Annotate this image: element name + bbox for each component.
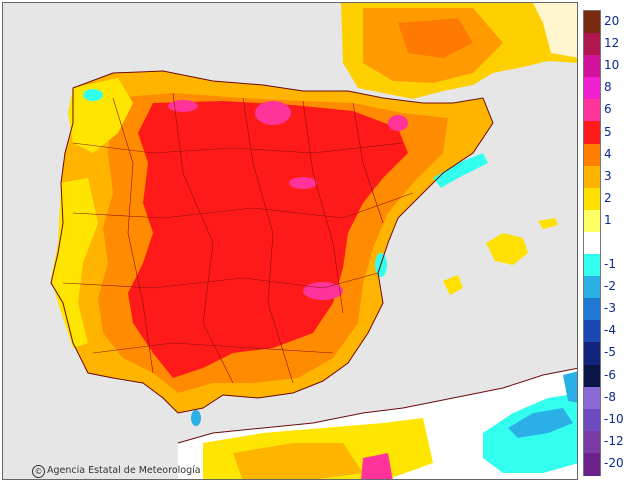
legend-label: 12 [604, 36, 620, 51]
legend-swatch [584, 298, 600, 322]
hotspot [303, 282, 343, 300]
ibiza [443, 275, 463, 295]
iberia-hot-zone [128, 101, 408, 378]
legend-label: -8 [604, 389, 616, 404]
legend-label: 5 [604, 124, 612, 139]
legend-label: 4 [604, 146, 612, 161]
africa-coastline [177, 367, 577, 444]
legend-swatch [584, 231, 600, 255]
legend-swatch [584, 254, 600, 278]
legend-label: -4 [604, 323, 616, 338]
legend-swatch [584, 11, 600, 34]
africa-warm-zone [233, 443, 363, 479]
legend-swatch [584, 452, 600, 476]
legend-swatch [584, 99, 600, 123]
legend-label: -5 [604, 345, 616, 360]
legend-label: -3 [604, 301, 616, 316]
cold-spot [83, 89, 103, 101]
cold-spot [191, 410, 201, 426]
hotspot [168, 100, 198, 112]
mallorca [486, 233, 528, 265]
legend-swatch [584, 320, 600, 344]
africa-cold-spot [563, 371, 577, 403]
hotspot [255, 101, 291, 125]
alps-pale [533, 3, 577, 58]
legend-swatch [584, 55, 600, 79]
legend-swatch [584, 386, 600, 410]
legend-label: 2 [604, 190, 612, 205]
legend-label: 8 [604, 80, 612, 95]
legend-swatch [584, 33, 600, 57]
legend-label: -2 [604, 279, 616, 294]
province-boundaries [62, 92, 414, 384]
legend-label: 20 [604, 14, 620, 29]
legend-swatch [584, 342, 600, 366]
legend-swatch [584, 430, 600, 454]
coastline [50, 70, 494, 414]
legend-swatch [584, 364, 600, 388]
legend-label: -6 [604, 367, 616, 382]
africa-cold-core [508, 408, 573, 438]
legend-label: 1 [604, 212, 612, 227]
legend-swatch [584, 276, 600, 300]
legend-label: 3 [604, 168, 612, 183]
copyright-icon: © [32, 465, 45, 478]
france-hot-zone [398, 18, 473, 58]
legend-swatch [584, 165, 600, 189]
legend-colorbar [583, 10, 601, 476]
legend-swatch [584, 187, 600, 211]
africa-hot-spot [361, 453, 393, 479]
legend-swatch [584, 408, 600, 432]
legend-label: 10 [604, 58, 620, 73]
anomaly-map [2, 2, 578, 480]
credit-text: Agencia Estatal de Meteorología [47, 465, 201, 476]
legend-swatch [584, 77, 600, 101]
map-canvas [3, 3, 577, 479]
legend-label: -20 [604, 455, 624, 470]
legend-label: -12 [604, 433, 624, 448]
legend-label: -1 [604, 257, 616, 272]
legend-swatch [584, 143, 600, 167]
hotspot [289, 177, 317, 189]
legend-label: 6 [604, 102, 612, 117]
hotspot [388, 115, 408, 131]
east-coast-cold-zone [433, 153, 488, 188]
menorca [538, 218, 558, 229]
legend-label: -10 [604, 411, 624, 426]
legend-swatch [584, 209, 600, 233]
legend-swatch [584, 121, 600, 145]
